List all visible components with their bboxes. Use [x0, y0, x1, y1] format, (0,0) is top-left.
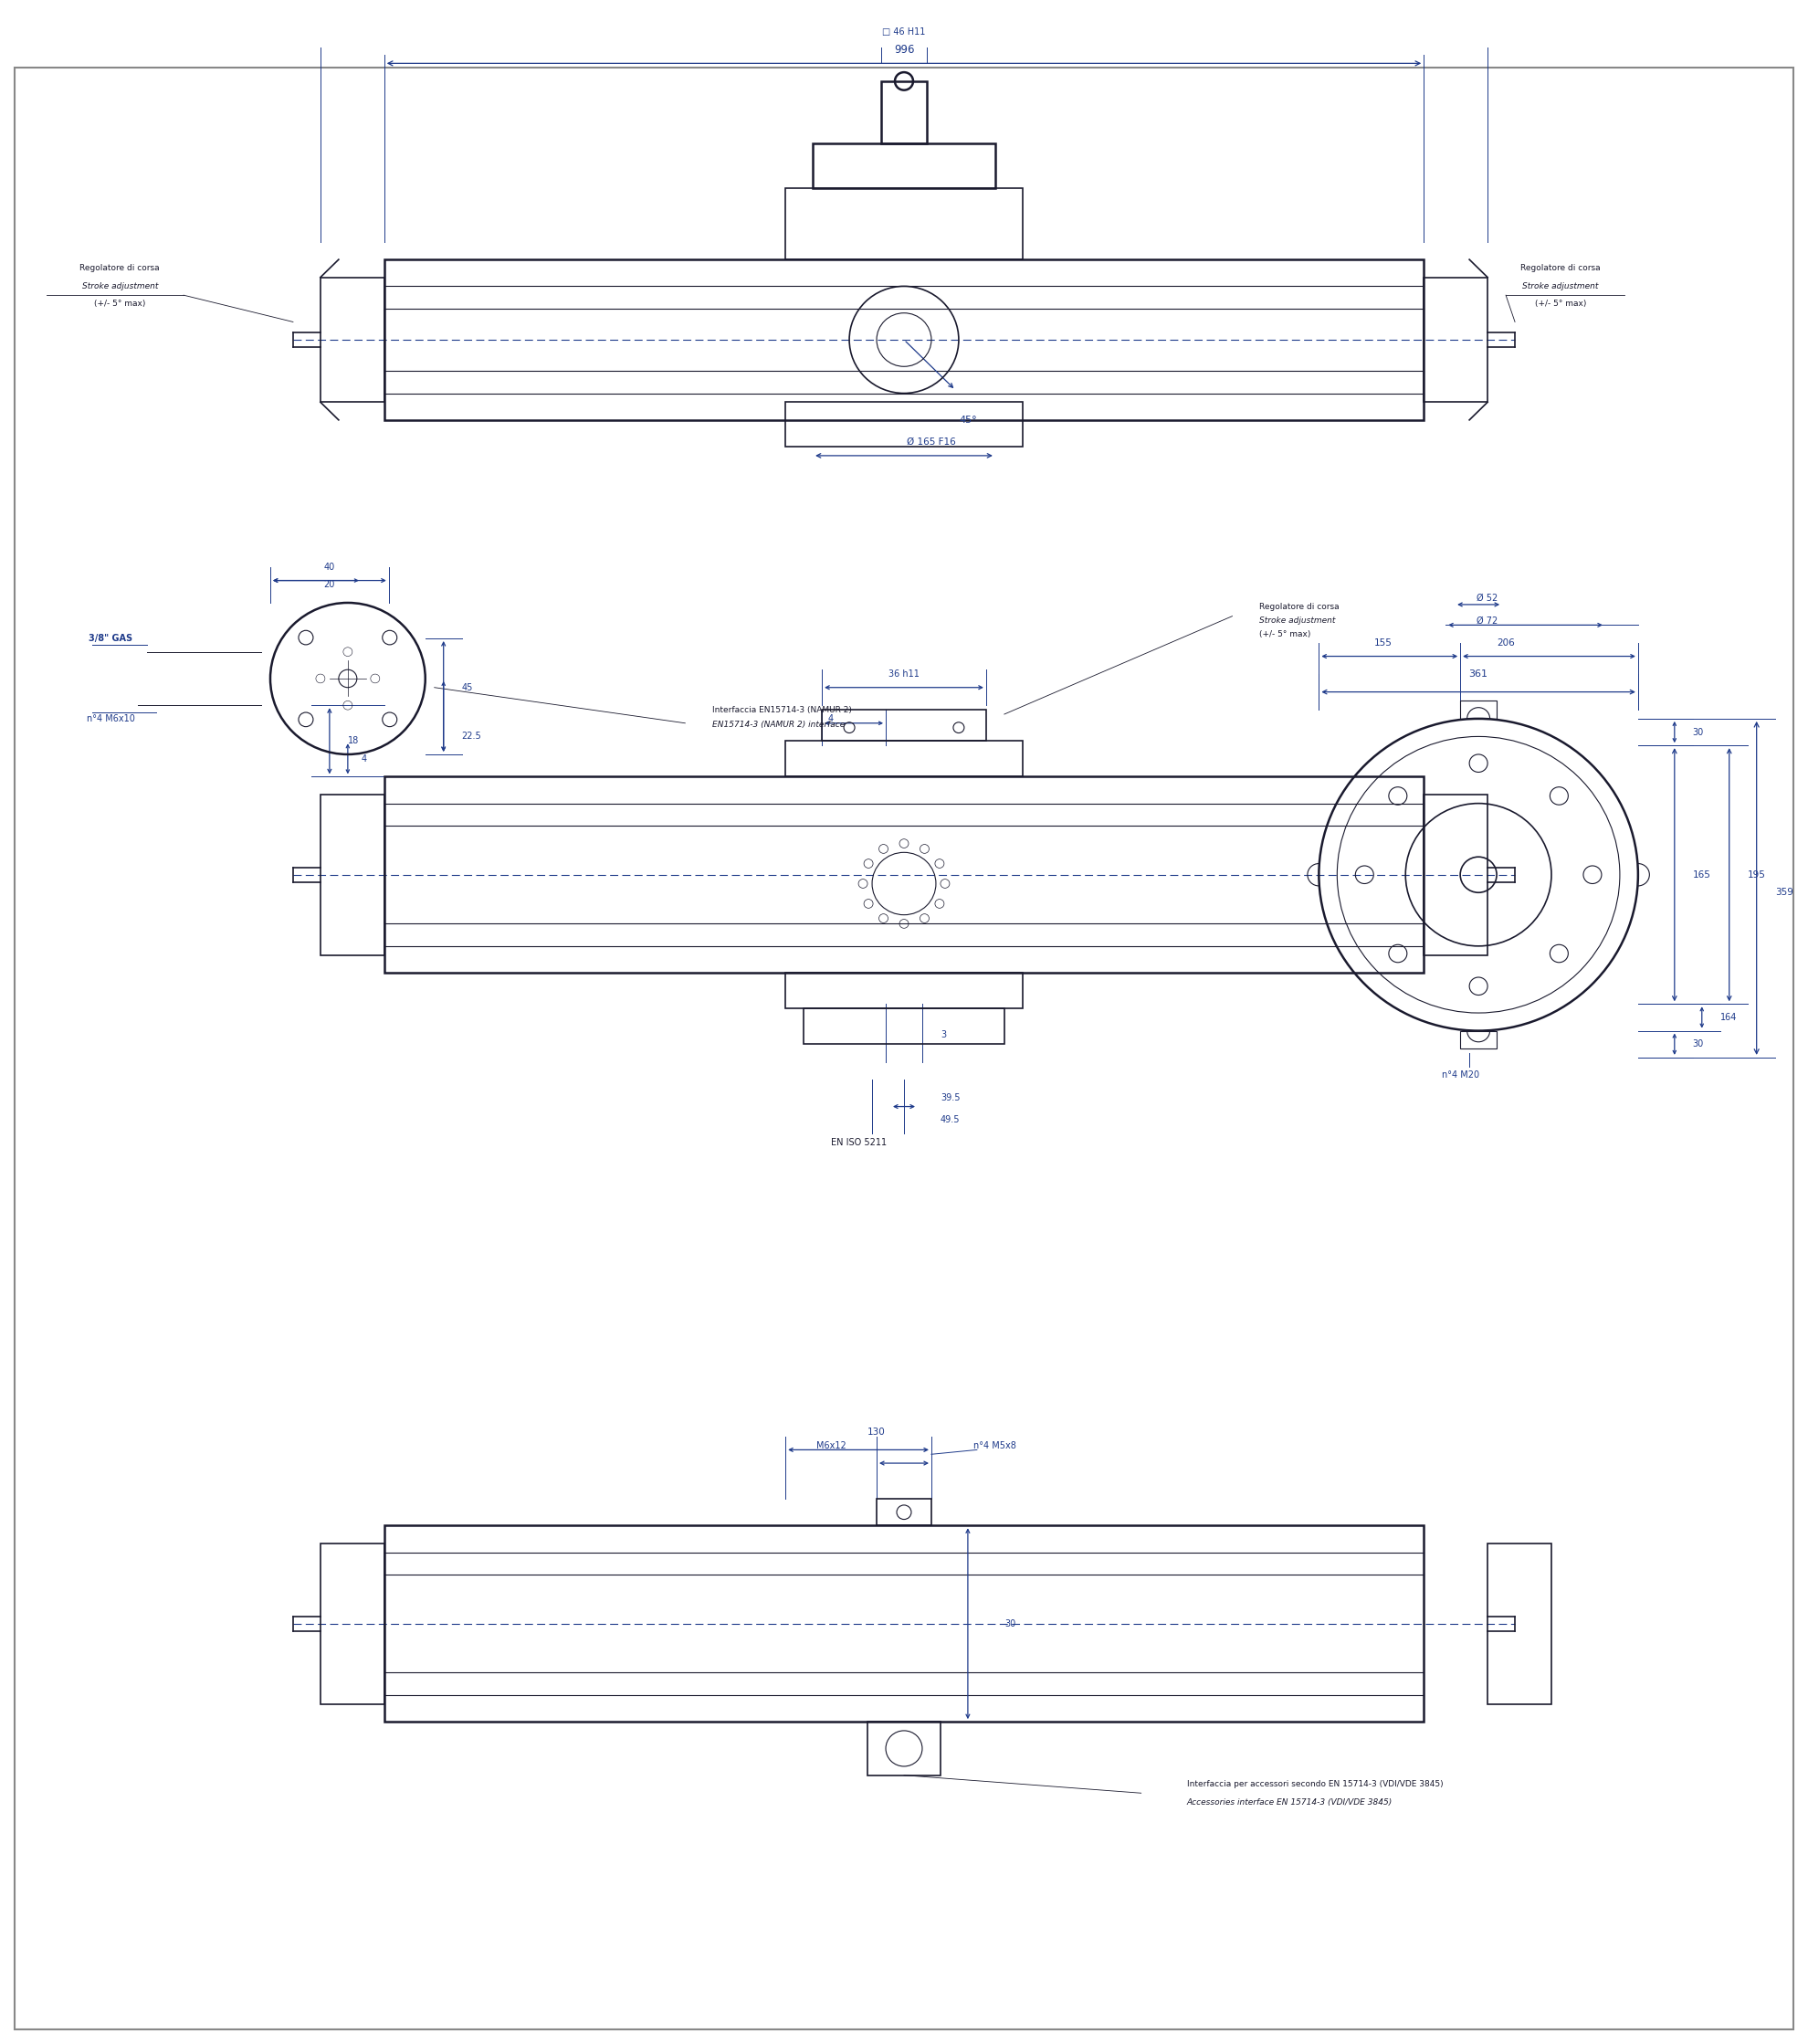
Text: 4: 4	[828, 713, 833, 724]
Bar	[880, 82, 928, 143]
Bar	[805, 1008, 1003, 1044]
Text: n°4 M5x8: n°4 M5x8	[975, 1441, 1016, 1449]
Bar	[385, 260, 1423, 419]
Text: 130: 130	[868, 1427, 886, 1437]
Text: Interfaccia per accessori secondo EN 15714-3 (VDI/VDE 3845): Interfaccia per accessori secondo EN 157…	[1186, 1780, 1443, 1788]
Text: 45: 45	[461, 683, 474, 693]
Bar	[320, 1543, 385, 1705]
Text: 18: 18	[347, 736, 360, 746]
Text: 206: 206	[1497, 638, 1515, 648]
Text: Interfaccia EN15714-3 (NAMUR 2): Interfaccia EN15714-3 (NAMUR 2)	[712, 705, 852, 713]
Bar	[1461, 701, 1497, 719]
Text: 164: 164	[1719, 1014, 1737, 1022]
Text: Stroke adjustment: Stroke adjustment	[1522, 282, 1598, 290]
Bar	[868, 1721, 940, 1776]
Bar	[320, 795, 385, 955]
Bar	[823, 709, 985, 742]
Text: n°4 M6x10: n°4 M6x10	[87, 713, 136, 724]
Text: 3: 3	[940, 1030, 946, 1040]
Text: Ø 52: Ø 52	[1477, 593, 1499, 603]
Bar	[385, 1525, 1423, 1721]
Text: Stroke adjustment: Stroke adjustment	[81, 282, 157, 290]
Text: 30: 30	[1692, 1040, 1703, 1049]
Text: 195: 195	[1748, 871, 1766, 879]
Bar	[1461, 1030, 1497, 1049]
Text: 4: 4	[362, 754, 367, 762]
Text: M6x12: M6x12	[815, 1441, 846, 1449]
Bar	[814, 143, 994, 188]
Text: Stroke adjustment: Stroke adjustment	[1260, 617, 1336, 625]
Text: 49.5: 49.5	[940, 1116, 960, 1124]
Text: Regolatore di corsa: Regolatore di corsa	[80, 264, 159, 272]
Bar	[1423, 278, 1488, 403]
Bar	[1423, 795, 1488, 955]
Text: Regolatore di corsa: Regolatore di corsa	[1521, 264, 1600, 272]
Text: 155: 155	[1374, 638, 1392, 648]
Text: n°4 M20: n°4 M20	[1441, 1071, 1479, 1079]
Text: Ø 72: Ø 72	[1477, 615, 1499, 625]
Bar	[320, 278, 385, 403]
Bar	[1488, 1543, 1551, 1705]
Text: □ 46 H11: □ 46 H11	[882, 27, 926, 37]
Bar	[877, 1498, 931, 1525]
Bar	[785, 188, 1023, 260]
Text: 30: 30	[1692, 728, 1703, 736]
Text: 36 h11: 36 h11	[888, 670, 920, 679]
Text: 20: 20	[324, 580, 334, 589]
Text: 165: 165	[1692, 871, 1710, 879]
Text: (+/- 5° max): (+/- 5° max)	[1535, 300, 1586, 309]
Text: 3/8" GAS: 3/8" GAS	[89, 634, 132, 644]
Text: 30: 30	[1003, 1619, 1016, 1629]
Text: Ø 165 F16: Ø 165 F16	[908, 437, 956, 448]
Text: Regolatore di corsa: Regolatore di corsa	[1260, 603, 1340, 611]
Text: 361: 361	[1468, 670, 1488, 679]
Text: (+/- 5° max): (+/- 5° max)	[94, 300, 146, 309]
Text: 1201: 1201	[890, 0, 918, 2]
Text: 40: 40	[324, 562, 334, 572]
Text: EN ISO 5211: EN ISO 5211	[830, 1139, 886, 1147]
Text: EN15714-3 (NAMUR 2) interface: EN15714-3 (NAMUR 2) interface	[712, 722, 844, 730]
Bar	[785, 742, 1023, 777]
Text: (+/- 5° max): (+/- 5° max)	[1260, 630, 1311, 638]
Text: 359: 359	[1775, 887, 1794, 897]
Text: 45°: 45°	[958, 415, 976, 425]
Text: Accessories interface EN 15714-3 (VDI/VDE 3845): Accessories interface EN 15714-3 (VDI/VD…	[1186, 1799, 1392, 1807]
Bar	[785, 973, 1023, 1008]
Bar	[785, 403, 1023, 448]
Text: 22.5: 22.5	[461, 732, 481, 742]
Bar	[385, 777, 1423, 973]
Text: 39.5: 39.5	[940, 1094, 960, 1102]
Text: 996: 996	[893, 45, 915, 55]
